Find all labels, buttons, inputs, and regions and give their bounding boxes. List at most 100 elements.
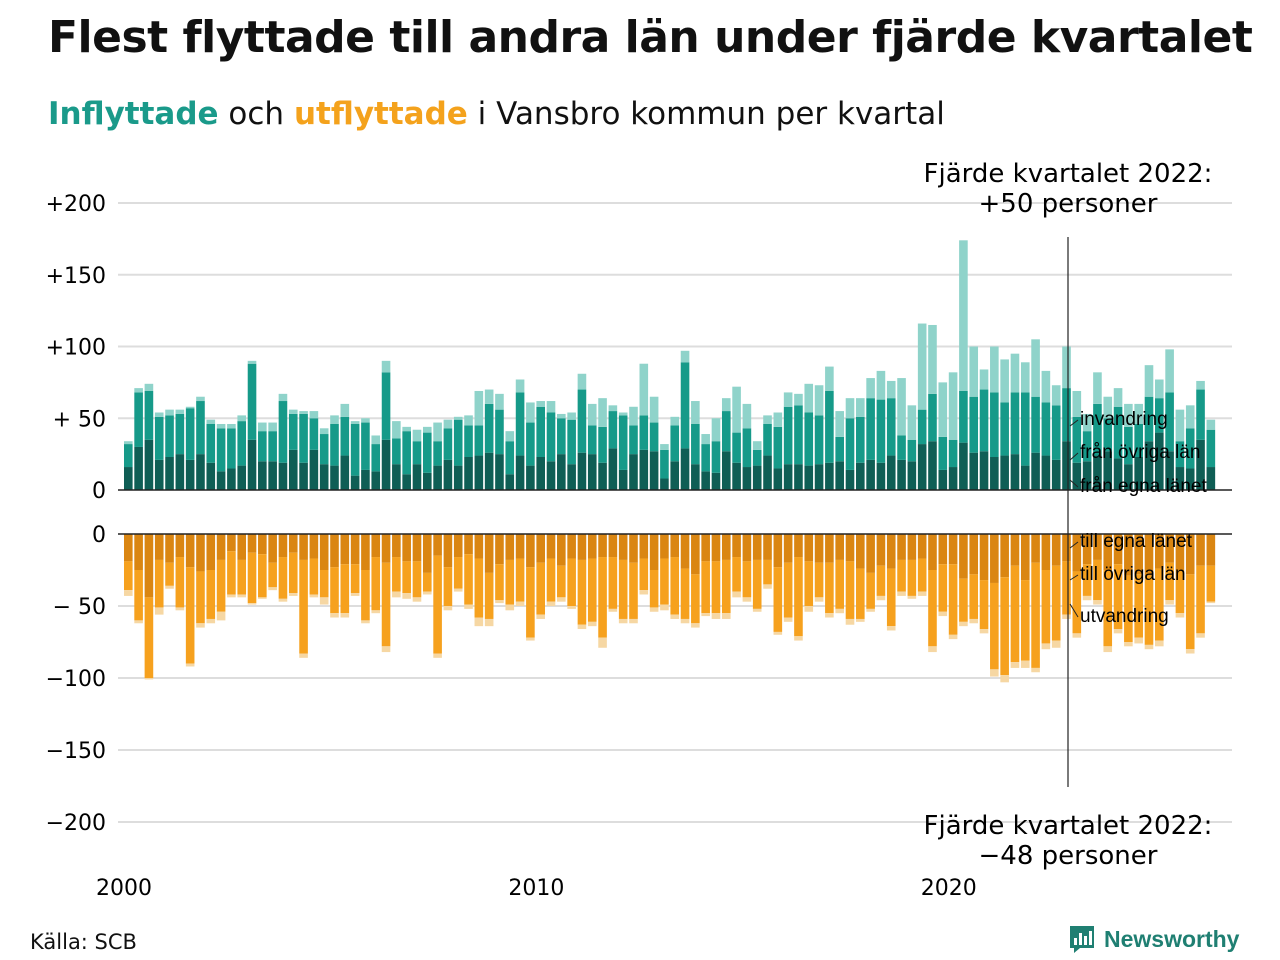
bar-out-1 (577, 559, 587, 625)
bar-in-2 (1134, 403, 1143, 424)
bar-in-0 (392, 464, 401, 490)
bar-out-0 (464, 534, 473, 555)
bar-in-2 (154, 412, 164, 417)
bar-in-2 (1051, 385, 1061, 406)
bar-in-2 (134, 388, 143, 393)
bar-out-2 (680, 618, 690, 624)
bar-out-2 (825, 613, 834, 618)
bar-out-2 (515, 601, 525, 606)
bar-in-0 (783, 464, 793, 490)
bar-in-2 (557, 413, 566, 419)
bar-in-2 (1041, 370, 1051, 403)
bar-out-1 (340, 564, 350, 614)
bar-out-2 (701, 613, 710, 617)
bar-in-0 (691, 464, 700, 490)
bar-out-2 (618, 618, 628, 624)
bar-in-2 (1031, 339, 1040, 397)
bar-out-1 (206, 570, 216, 619)
bar-in-1 (969, 396, 979, 453)
bar-in-0 (1062, 441, 1071, 490)
bar-out-1 (350, 564, 360, 594)
bar-in-0 (433, 465, 442, 490)
bar-out-0 (835, 534, 844, 560)
bar-in-0 (938, 469, 948, 490)
bar-in-0 (639, 449, 649, 490)
bar-in-2 (247, 360, 257, 364)
bar-out-0 (1175, 534, 1185, 570)
bar-out-2 (340, 613, 350, 618)
bar-out-2 (649, 607, 659, 612)
bar-out-0 (1072, 534, 1082, 572)
bar-in-1 (258, 431, 267, 462)
bar-in-2 (1175, 409, 1185, 442)
bar-in-1 (928, 393, 937, 442)
bar-in-0 (1041, 455, 1051, 490)
bar-in-2 (227, 423, 236, 429)
bar-in-1 (598, 426, 607, 463)
bar-out-0 (1093, 534, 1102, 560)
bar-in-1 (856, 416, 865, 463)
bar-out-0 (216, 534, 226, 560)
bar-in-0 (515, 455, 525, 490)
segment-label-in: från övriga län (1080, 442, 1200, 463)
bar-out-2 (154, 607, 164, 615)
bar-in-1 (464, 425, 473, 457)
bar-in-1 (1051, 405, 1061, 460)
bar-in-1 (330, 423, 339, 466)
bar-out-1 (319, 570, 329, 598)
bar-in-0 (536, 456, 545, 490)
bar-in-0 (835, 461, 844, 490)
bar-in-1 (1113, 406, 1123, 459)
bar-in-1 (1031, 396, 1040, 453)
segment-leader-out (1069, 541, 1079, 549)
bar-out-2 (422, 591, 432, 595)
bar-out-1 (928, 570, 937, 647)
bar-out-1 (505, 559, 515, 605)
bar-in-2 (886, 380, 896, 399)
bar-in-0 (361, 469, 370, 490)
bar-in-2 (639, 363, 649, 416)
bar-out-2 (134, 620, 143, 624)
bar-out-1 (1185, 574, 1195, 650)
segment-label-in: invandring (1080, 409, 1168, 430)
bar-out-1 (402, 561, 411, 594)
bar-in-2 (196, 396, 205, 402)
bar-in-0 (1144, 441, 1154, 490)
bar-out-1 (1082, 564, 1092, 596)
bar-in-0 (505, 474, 515, 490)
bar-out-0 (660, 534, 669, 559)
bar-out-0 (814, 534, 824, 563)
bar-in-2 (928, 324, 937, 394)
y-tick-top: +150 (46, 264, 106, 289)
bar-out-1 (660, 558, 669, 605)
bar-in-1 (752, 449, 762, 466)
bar-in-1 (422, 432, 432, 473)
bar-in-1 (268, 431, 277, 462)
bar-in-1 (1124, 426, 1133, 465)
bar-in-0 (557, 454, 566, 490)
bar-out-0 (1144, 534, 1154, 576)
bar-in-0 (825, 462, 834, 490)
bar-out-1 (392, 557, 401, 592)
bar-out-1 (371, 557, 381, 611)
bar-out-1 (856, 568, 865, 619)
segment-label-out: utvandring (1080, 606, 1169, 627)
brand-logo[interactable]: Newsworthy (1068, 924, 1239, 954)
bar-in-1 (392, 438, 401, 465)
y-tick-top: +200 (46, 192, 106, 217)
bar-out-2 (794, 636, 803, 641)
bar-out-1 (1206, 565, 1216, 602)
bar-in-2 (711, 418, 721, 442)
bar-in-1 (732, 432, 741, 463)
bar-in-0 (154, 459, 164, 490)
bar-out-2 (505, 604, 515, 611)
bar-out-2 (557, 597, 566, 602)
bar-in-2 (1020, 362, 1030, 393)
bar-out-2 (1185, 649, 1195, 654)
bar-in-1 (340, 416, 350, 456)
bar-in-1 (175, 413, 185, 455)
bar-in-0 (546, 461, 556, 490)
bar-in-0 (959, 442, 968, 490)
bar-in-1 (618, 415, 628, 470)
bar-in-0 (258, 461, 267, 490)
